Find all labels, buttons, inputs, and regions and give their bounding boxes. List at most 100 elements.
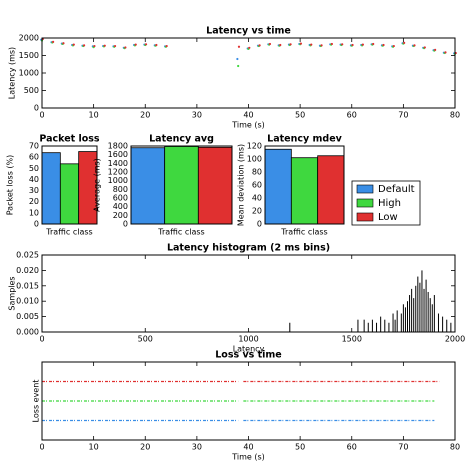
x-tick-label: 500 <box>138 335 153 344</box>
point <box>237 64 240 68</box>
y-tick-label: 0.010 <box>16 297 39 306</box>
point <box>434 48 437 52</box>
bar <box>317 155 345 225</box>
legend-swatch <box>356 184 374 194</box>
bar <box>41 152 61 225</box>
y-tick-label: 2000 <box>19 34 39 43</box>
y-axis-label: Mean deviation (ms) <box>237 144 246 226</box>
point <box>403 41 406 45</box>
point <box>248 46 251 49</box>
point <box>382 43 385 47</box>
y-tick-label: 1200 <box>108 168 128 177</box>
y-axis-label: Loss event <box>32 380 41 423</box>
y-tick-label: 200 <box>113 211 128 220</box>
x-tick-label: 60 <box>347 443 357 452</box>
point <box>134 43 137 46</box>
y-axis-label: Latency (ms) <box>8 47 17 99</box>
x-tick-label: 1500 <box>342 335 362 344</box>
y-tick-label: 500 <box>24 86 39 95</box>
y-tick-label: 400 <box>113 202 128 211</box>
point <box>361 43 364 46</box>
x-tick-label: 70 <box>398 443 408 452</box>
point <box>52 40 55 43</box>
x-axis-label: Traffic class <box>45 228 92 237</box>
bar <box>164 146 199 225</box>
x-tick-label: 0 <box>39 111 44 120</box>
axes-frame <box>41 254 456 333</box>
y-tick-label: 60 <box>252 181 262 190</box>
y-tick-label: 70 <box>29 142 39 151</box>
y-tick-label: 600 <box>113 194 128 203</box>
legend-swatch <box>356 212 374 222</box>
point <box>413 44 416 47</box>
bar <box>264 148 292 225</box>
point <box>372 42 375 46</box>
point <box>237 45 241 48</box>
legend-swatch <box>356 198 374 208</box>
x-tick-label: 1000 <box>238 335 258 344</box>
point <box>258 44 261 47</box>
chart-title: Loss vs time <box>215 350 282 361</box>
x-tick-label: 80 <box>450 443 460 452</box>
x-tick-label: 50 <box>295 111 305 120</box>
point <box>72 43 75 46</box>
bar <box>290 157 319 225</box>
point <box>236 57 239 61</box>
axes-frame <box>264 145 345 225</box>
x-axis-label: Latency <box>233 345 265 354</box>
x-tick-label: 70 <box>398 111 408 120</box>
point <box>155 43 158 47</box>
axes-frame <box>130 145 233 225</box>
x-tick-label: 20 <box>140 111 150 120</box>
point <box>351 43 354 47</box>
x-tick-label: 30 <box>192 443 202 452</box>
y-tick-label: 0 <box>123 220 128 229</box>
x-tick-label: 0 <box>39 443 44 452</box>
point <box>392 44 395 48</box>
y-tick-label: 1000 <box>108 176 128 185</box>
point <box>279 43 282 47</box>
point <box>62 42 65 45</box>
x-tick-label: 60 <box>347 111 357 120</box>
point <box>310 43 313 46</box>
y-tick-label: 0.020 <box>16 266 39 275</box>
chart-title: Latency histogram (2 ms bins) <box>167 243 330 254</box>
legend-label: Low <box>378 212 398 223</box>
point <box>93 44 96 48</box>
y-tick-label: 1000 <box>19 69 39 78</box>
x-tick-label: 80 <box>450 111 460 120</box>
point <box>330 42 333 46</box>
axes-frame <box>41 37 456 109</box>
point <box>165 44 168 48</box>
y-axis-label: Samples <box>8 276 17 310</box>
chart-title: Latency avg <box>149 134 214 145</box>
x-axis-label: Time (s) <box>231 121 265 130</box>
x-tick-label: 0 <box>39 335 44 344</box>
chart-title: Latency mdev <box>267 134 342 145</box>
point <box>83 44 86 47</box>
x-axis-label: Traffic class <box>157 228 204 237</box>
y-tick-label: 40 <box>252 194 262 203</box>
y-axis-label: Packet loss (%) <box>6 155 15 216</box>
point <box>444 51 447 54</box>
y-tick-label: 1500 <box>19 51 39 60</box>
point <box>113 44 117 48</box>
y-axis-label: Average (ms) <box>93 158 102 212</box>
point <box>423 46 426 49</box>
y-tick-label: 50 <box>29 164 39 173</box>
y-tick-label: 800 <box>113 185 128 194</box>
y-tick-label: 0 <box>257 220 262 229</box>
point <box>320 44 323 47</box>
x-axis-label: Time (s) <box>231 453 265 462</box>
y-tick-label: 30 <box>29 186 39 195</box>
legend-label: High <box>378 198 401 209</box>
y-tick-label: 1600 <box>108 150 128 159</box>
y-tick-label: 0.000 <box>16 328 39 337</box>
y-tick-label: 0.015 <box>16 281 39 290</box>
point <box>268 42 272 46</box>
y-tick-label: 0 <box>34 104 39 113</box>
x-tick-label: 50 <box>295 443 305 452</box>
chart-title: Packet loss <box>39 134 100 145</box>
y-tick-label: 20 <box>29 197 39 206</box>
